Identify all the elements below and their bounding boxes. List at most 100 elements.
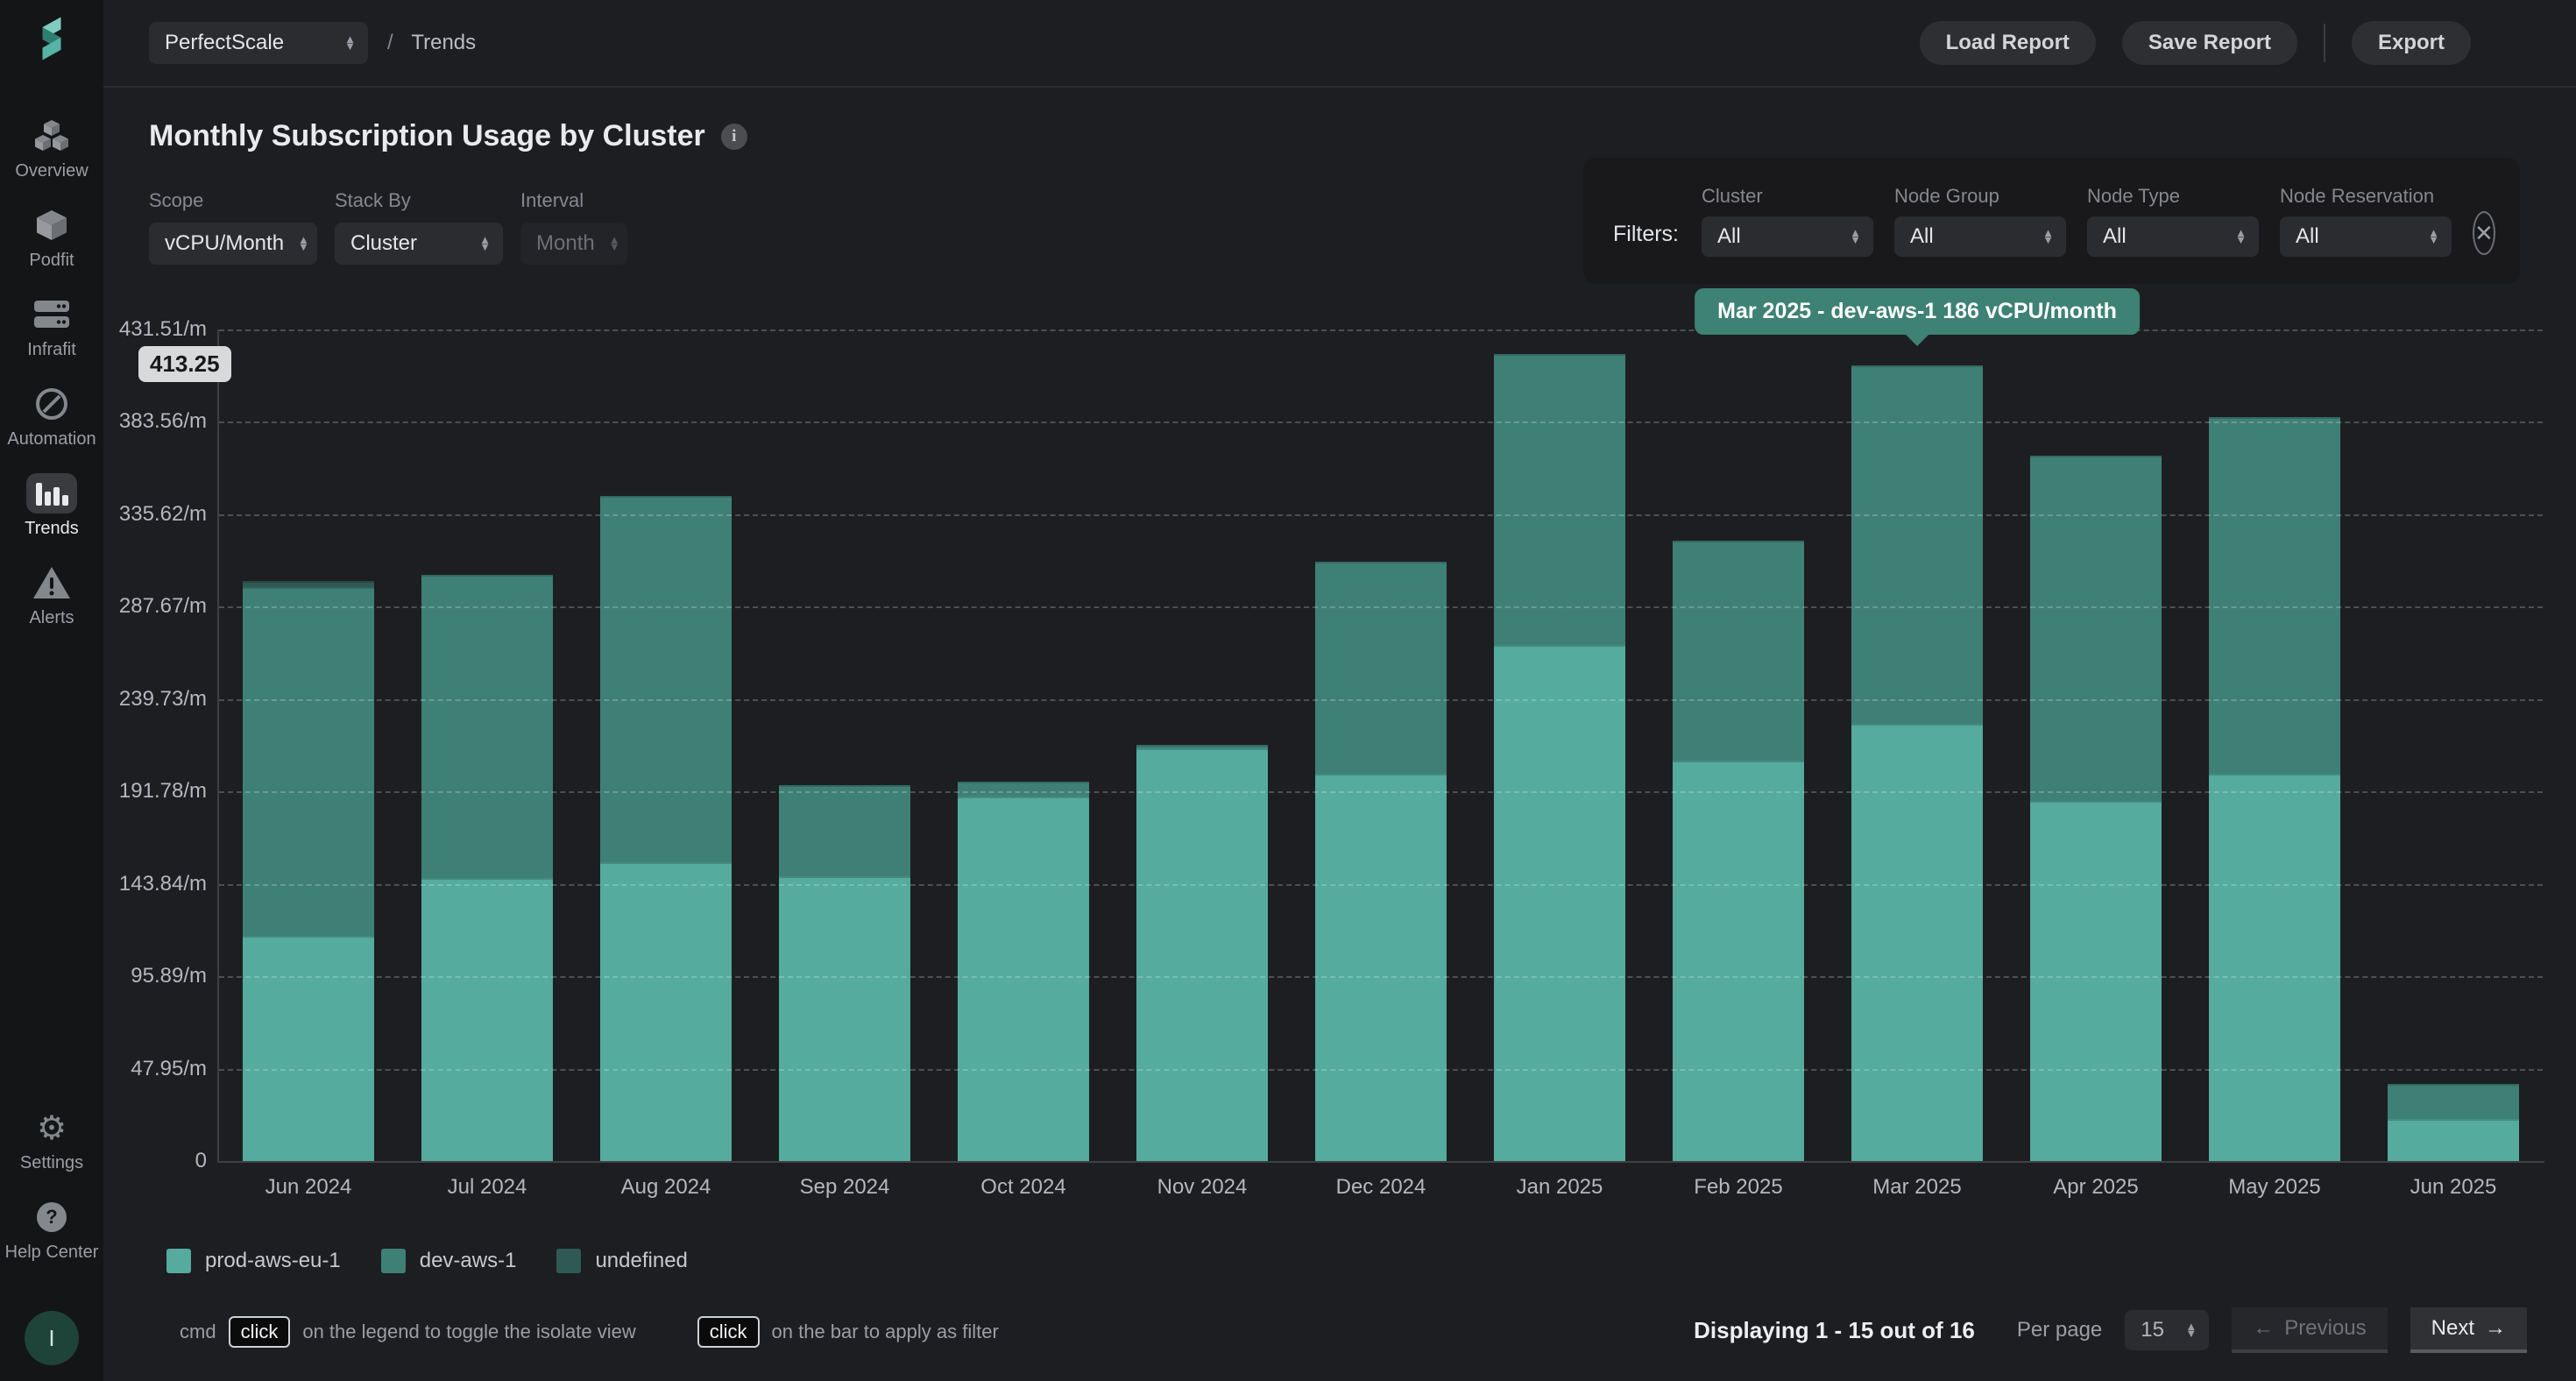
bar-oct-2024[interactable] [934, 329, 1113, 1161]
bar-segment-prod-aws-eu-1[interactable] [1136, 748, 1268, 1161]
y-tick-label: 287.67/m [118, 594, 207, 619]
bar-segment-prod-aws-eu-1[interactable] [779, 875, 910, 1161]
bar-segment-dev-aws-1[interactable] [243, 586, 374, 936]
bar-segment-dev-aws-1[interactable] [2388, 1084, 2519, 1119]
sidebar-item-alerts[interactable]: Alerts [0, 563, 103, 652]
sidebar-nav: Overview Podfit Infrafit Automation Trends Al… [0, 116, 103, 652]
bar-may-2025[interactable] [2185, 329, 2364, 1161]
breadcrumb-page: Trends [411, 31, 477, 54]
gear-icon: ⚙ [36, 1108, 67, 1147]
scope-select[interactable]: vCPU/Month ▲ ▼ [149, 223, 317, 265]
x-tick-label: Jul 2024 [447, 1175, 527, 1199]
avatar[interactable]: I [25, 1311, 79, 1365]
bar-segment-dev-aws-1[interactable] [2030, 456, 2162, 801]
x-tick-label: Oct 2024 [980, 1175, 1066, 1199]
filter-label: Node Reservation [2280, 185, 2435, 207]
x-tick-label: Dec 2024 [1335, 1175, 1426, 1199]
previous-page-button[interactable]: ← Previous [2232, 1307, 2388, 1353]
next-page-button[interactable]: Next → [2410, 1307, 2527, 1353]
bar-segment-dev-aws-1[interactable] [1136, 744, 1268, 749]
per-page-select[interactable]: 15 ▲ ▼ [2125, 1310, 2210, 1350]
sidebar-item-label: Help Center [4, 1243, 99, 1262]
bar-segment-dev-aws-1[interactable] [1315, 562, 1447, 774]
bar-segment-prod-aws-eu-1[interactable] [600, 862, 732, 1161]
node-reservation-filter-select[interactable]: All ▲ ▼ [2280, 216, 2452, 257]
bar-segment-prod-aws-eu-1[interactable] [243, 935, 374, 1161]
node-type-filter-select[interactable]: All ▲ ▼ [2087, 216, 2259, 257]
bar-jun-2024[interactable] [219, 329, 398, 1161]
save-report-button[interactable]: Save Report [2121, 21, 2297, 65]
x-tick-label: Feb 2025 [1694, 1175, 1783, 1199]
chart-legend: prod-aws-eu-1 dev-aws-1 undefined [166, 1249, 688, 1273]
bar-dec-2024[interactable] [1292, 329, 1470, 1161]
bar-aug-2024[interactable] [577, 329, 755, 1161]
legend-item-dev-aws-1[interactable]: dev-aws-1 [380, 1249, 516, 1273]
bar-segment-prod-aws-eu-1[interactable] [2209, 773, 2340, 1161]
bar-segment-undefined[interactable] [243, 581, 374, 587]
bar-segment-dev-aws-1[interactable] [2209, 417, 2340, 774]
bar-segment-dev-aws-1[interactable] [421, 575, 553, 878]
sidebar-item-infrafit[interactable]: Infrafit [0, 294, 103, 384]
chevron-updown-icon: ▲ ▼ [2042, 225, 2054, 246]
sidebar-item-label: Infrafit [27, 340, 76, 359]
bar-segment-prod-aws-eu-1[interactable] [1315, 773, 1447, 1161]
cubes-icon [26, 116, 77, 156]
sidebar-item-help-center[interactable]: ? Help Center [4, 1197, 99, 1286]
cluster-filter-select[interactable]: All ▲ ▼ [1702, 216, 1873, 257]
sidebar-item-label: Automation [7, 429, 96, 449]
bar-segment-dev-aws-1[interactable] [1673, 540, 1804, 761]
bar-mar-2025[interactable] [1828, 329, 2006, 1161]
bar-jun-2025[interactable] [2364, 329, 2543, 1161]
bar-segment-dev-aws-1[interactable] [1494, 353, 1625, 645]
breadcrumb: / Trends [387, 31, 477, 54]
cube-icon [26, 205, 77, 245]
bar-segment-dev-aws-1[interactable] [958, 781, 1089, 797]
bar-segment-prod-aws-eu-1[interactable] [958, 797, 1089, 1161]
node-group-filter-select[interactable]: All ▲ ▼ [1894, 216, 2066, 257]
control-label: Scope [149, 189, 204, 211]
sidebar-item-overview[interactable]: Overview [0, 116, 103, 205]
sidebar-item-automation[interactable]: Automation [0, 384, 103, 473]
bar-segment-dev-aws-1[interactable] [600, 496, 732, 863]
bar-sep-2024[interactable] [755, 329, 934, 1161]
legend-swatch [166, 1249, 191, 1273]
stack-by-select[interactable]: Cluster ▲ ▼ [335, 223, 503, 265]
bar-jan-2025[interactable] [1470, 329, 1649, 1161]
legend-item-prod-aws-eu-1[interactable]: prod-aws-eu-1 [166, 1249, 341, 1273]
control-label: Stack By [335, 189, 411, 211]
bar-jul-2024[interactable] [398, 329, 577, 1161]
export-button[interactable]: Export [2351, 21, 2471, 65]
control-interval: Interval Month ▲ ▼ [520, 189, 627, 265]
load-report-button[interactable]: Load Report [1919, 21, 2096, 65]
bar-segment-prod-aws-eu-1[interactable] [2388, 1118, 2519, 1161]
legend-item-undefined[interactable]: undefined [556, 1249, 688, 1273]
bar-feb-2025[interactable] [1649, 329, 1828, 1161]
gridline [219, 791, 2543, 794]
sidebar-item-settings[interactable]: ⚙ Settings [5, 1108, 99, 1197]
sidebar-item-trends[interactable]: Trends [0, 473, 103, 563]
filter-cluster: Cluster All ▲ ▼ [1702, 185, 1873, 257]
bar-segment-dev-aws-1[interactable] [779, 785, 910, 876]
info-icon[interactable]: i [720, 123, 747, 150]
x-tick-label: May 2025 [2228, 1175, 2321, 1199]
question-circle-icon: ? [37, 1202, 67, 1232]
sidebar-item-podfit[interactable]: Podfit [0, 205, 103, 294]
bar-segment-prod-aws-eu-1[interactable] [1494, 644, 1625, 1161]
displaying-range-text: Displaying 1 - 15 out of 16 [1694, 1316, 1975, 1343]
y-axis [217, 329, 219, 1161]
close-icon[interactable]: ✕ [2473, 211, 2495, 255]
gridline [219, 976, 2543, 979]
bar-segment-prod-aws-eu-1[interactable] [421, 877, 553, 1161]
bar-segment-prod-aws-eu-1[interactable] [1673, 760, 1804, 1161]
bar-segment-prod-aws-eu-1[interactable] [2030, 800, 2162, 1161]
chevron-updown-icon: ▲ ▼ [608, 232, 620, 253]
y-tick-label: 191.78/m [118, 779, 207, 804]
bar-nov-2024[interactable] [1113, 329, 1292, 1161]
project-select[interactable]: PerfectScale ▲ ▼ [149, 22, 368, 64]
sidebar-item-label: Overview [15, 161, 88, 181]
bar-segment-prod-aws-eu-1[interactable] [1851, 723, 1983, 1161]
bar-segment-dev-aws-1[interactable] [1851, 365, 1983, 724]
bar-apr-2025[interactable] [2006, 329, 2185, 1161]
sidebar: Overview Podfit Infrafit Automation Trends Al… [0, 0, 103, 1381]
perfectscale-logo-icon[interactable] [27, 14, 76, 63]
